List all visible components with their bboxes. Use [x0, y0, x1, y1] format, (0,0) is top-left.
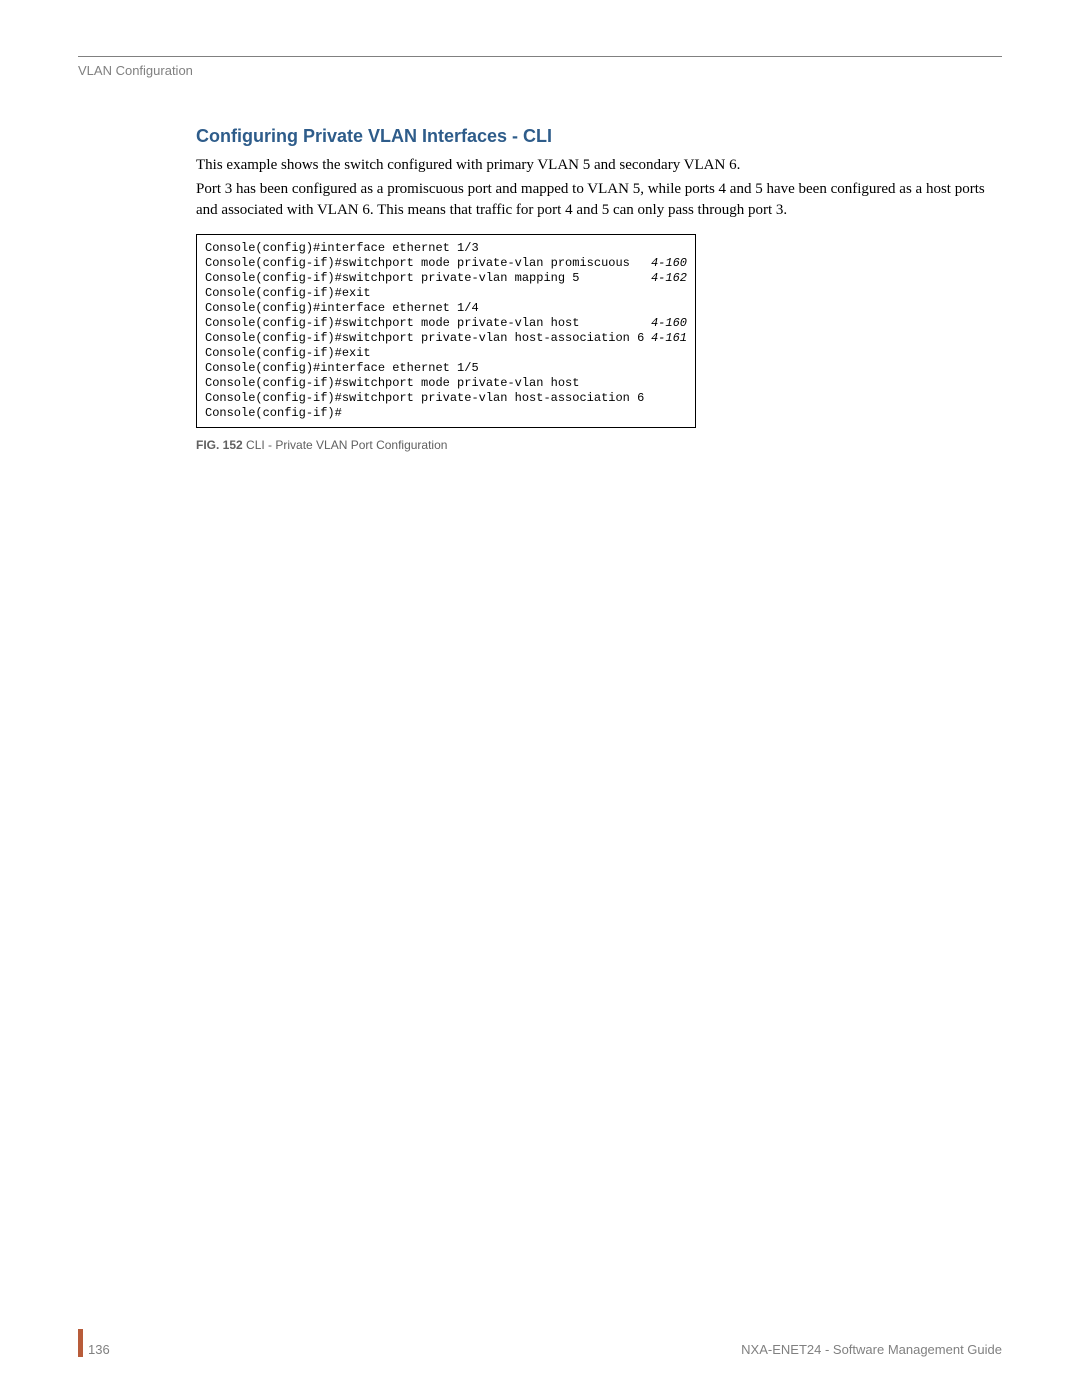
code-text: Console(config-if)#switchport private-vl… — [205, 391, 644, 406]
code-text: Console(config-if)#switchport mode priva… — [205, 316, 579, 331]
footer-left: 136 — [78, 1329, 110, 1357]
code-text: Console(config)#interface ethernet 1/5 — [205, 361, 479, 376]
code-text: Console(config)#interface ethernet 1/4 — [205, 301, 479, 316]
page-header: VLAN Configuration — [78, 56, 1002, 78]
code-ref: 4-162 — [651, 271, 687, 286]
figure-caption: FIG. 152 CLI - Private VLAN Port Configu… — [196, 438, 1002, 452]
footer-accent-mark — [78, 1329, 83, 1357]
code-line: Console(config-if)#switchport mode priva… — [205, 376, 687, 391]
code-text: Console(config)#interface ethernet 1/3 — [205, 241, 479, 256]
code-line: Console(config-if)#switchport private-vl… — [205, 331, 687, 346]
code-ref: 4-160 — [651, 256, 687, 271]
code-line: Console(config)#interface ethernet 1/4 — [205, 301, 687, 316]
header-section-name: VLAN Configuration — [78, 63, 1002, 78]
code-ref: 4-161 — [651, 331, 687, 346]
code-text: Console(config-if)#switchport mode priva… — [205, 256, 630, 271]
body-paragraph-1: This example shows the switch configured… — [196, 155, 1002, 175]
code-text: Console(config-if)#switchport private-vl… — [205, 331, 644, 346]
figure-label: FIG. 152 — [196, 438, 243, 452]
code-text: Console(config-if)# — [205, 406, 342, 421]
code-ref: 4-160 — [651, 316, 687, 331]
code-line: Console(config-if)#exit — [205, 346, 687, 361]
footer-guide-name: NXA-ENET24 - Software Management Guide — [741, 1342, 1002, 1357]
code-text: Console(config-if)#exit — [205, 346, 371, 361]
code-text: Console(config-if)#switchport mode priva… — [205, 376, 579, 391]
page-container: VLAN Configuration Configuring Private V… — [0, 0, 1080, 1397]
code-line: Console(config-if)#switchport private-vl… — [205, 391, 687, 406]
content-area: Configuring Private VLAN Interfaces - CL… — [196, 126, 1002, 452]
code-line: Console(config-if)#switchport mode priva… — [205, 256, 687, 271]
code-line: Console(config-if)# — [205, 406, 687, 421]
code-line: Console(config-if)#exit — [205, 286, 687, 301]
code-block: Console(config)#interface ethernet 1/3 C… — [196, 234, 696, 428]
code-text: Console(config-if)#switchport private-vl… — [205, 271, 579, 286]
figure-caption-text: CLI - Private VLAN Port Configuration — [243, 438, 448, 452]
code-line: Console(config)#interface ethernet 1/3 — [205, 241, 687, 256]
code-line: Console(config)#interface ethernet 1/5 — [205, 361, 687, 376]
page-footer: 136 NXA-ENET24 - Software Management Gui… — [78, 1329, 1002, 1357]
page-number: 136 — [88, 1342, 110, 1357]
section-heading: Configuring Private VLAN Interfaces - CL… — [196, 126, 1002, 147]
code-line: Console(config-if)#switchport private-vl… — [205, 271, 687, 286]
code-text: Console(config-if)#exit — [205, 286, 371, 301]
code-line: Console(config-if)#switchport mode priva… — [205, 316, 687, 331]
body-paragraph-2: Port 3 has been configured as a promiscu… — [196, 179, 1002, 220]
